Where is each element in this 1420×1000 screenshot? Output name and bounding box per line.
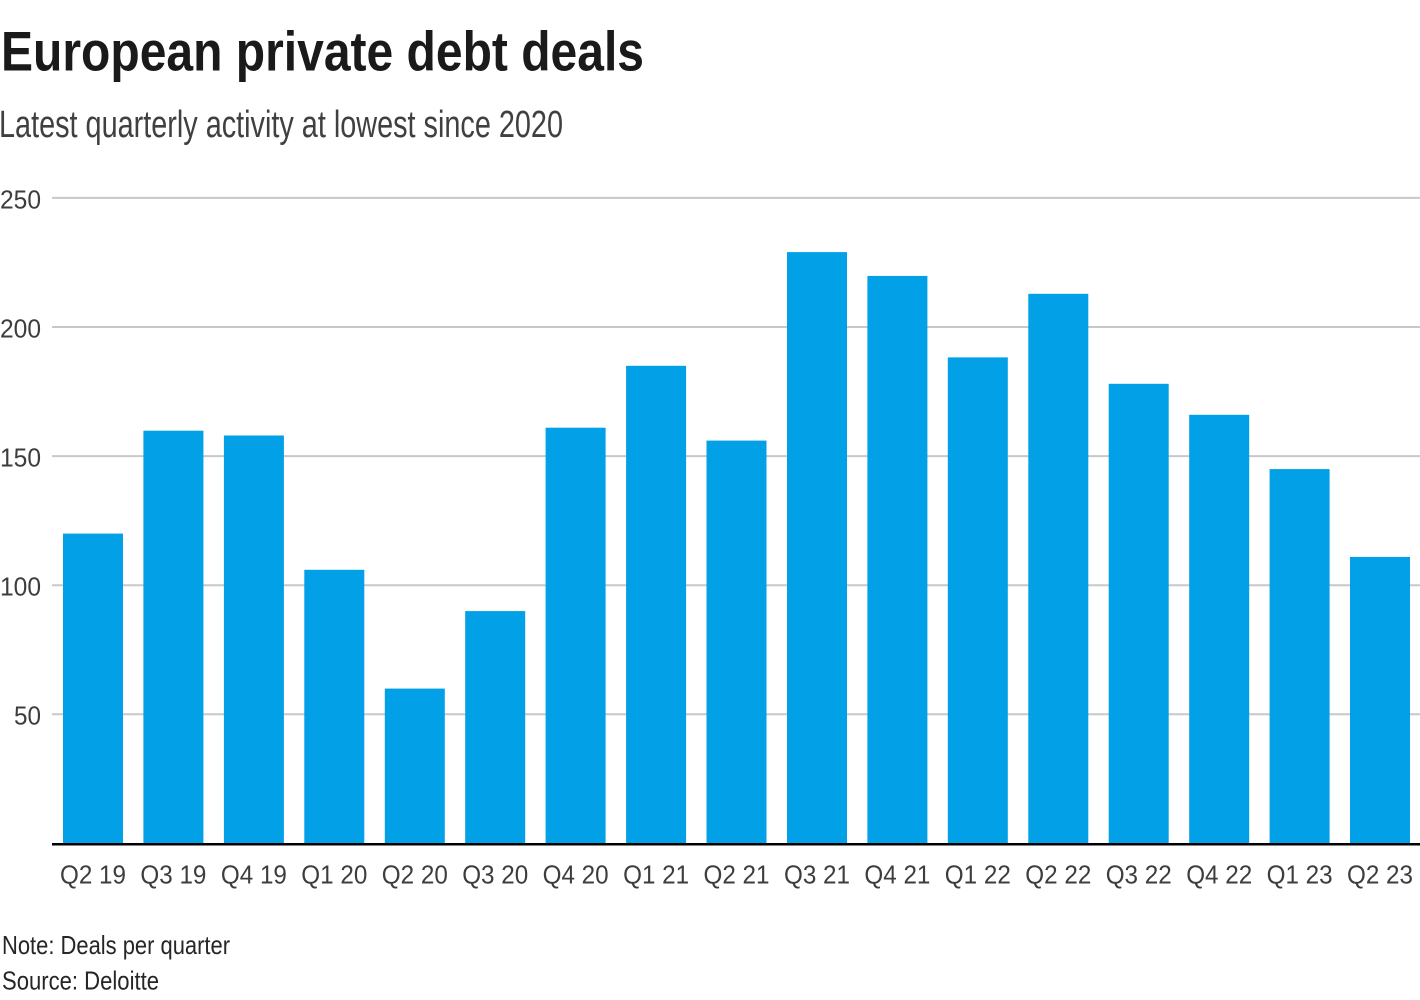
svg-text:Q4 22: Q4 22 <box>1186 860 1252 890</box>
svg-text:Source: Deloitte: Source: Deloitte <box>2 966 159 996</box>
svg-text:Q2 21: Q2 21 <box>704 860 770 890</box>
svg-text:Q1 23: Q1 23 <box>1267 860 1333 890</box>
svg-text:Q2 19: Q2 19 <box>60 860 126 890</box>
svg-text:Q2 22: Q2 22 <box>1025 860 1091 890</box>
svg-text:Q4 21: Q4 21 <box>864 860 930 890</box>
svg-text:Q4 20: Q4 20 <box>543 860 609 890</box>
svg-text:Q3 20: Q3 20 <box>462 860 528 890</box>
svg-text:250: 250 <box>0 184 41 214</box>
svg-text:Q3 22: Q3 22 <box>1106 860 1172 890</box>
svg-text:Q3 19: Q3 19 <box>140 860 206 890</box>
svg-text:Q1 20: Q1 20 <box>301 860 367 890</box>
svg-text:Q2 23: Q2 23 <box>1347 860 1413 890</box>
svg-text:Latest quarterly activity at l: Latest quarterly activity at lowest sinc… <box>0 104 563 146</box>
svg-text:150: 150 <box>0 443 41 473</box>
svg-text:50: 50 <box>14 701 41 731</box>
svg-text:Q1 21: Q1 21 <box>623 860 689 890</box>
svg-text:Q3 21: Q3 21 <box>784 860 850 890</box>
svg-text:Q4 19: Q4 19 <box>221 860 287 890</box>
svg-text:Q2 20: Q2 20 <box>382 860 448 890</box>
svg-text:100: 100 <box>0 572 41 602</box>
svg-text:200: 200 <box>0 313 41 343</box>
svg-text:Note: Deals per quarter: Note: Deals per quarter <box>2 930 230 960</box>
svg-text:European private debt deals: European private debt deals <box>1 20 644 83</box>
svg-text:Q1 22: Q1 22 <box>945 860 1011 890</box>
